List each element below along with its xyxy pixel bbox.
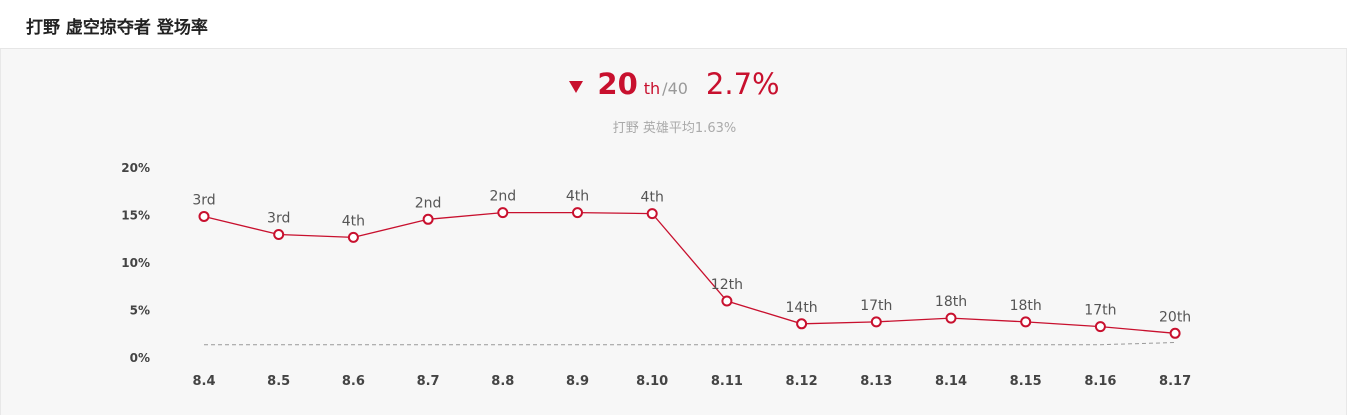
y-tick-label: 0% [130,351,150,365]
x-tick-label: 8.8 [491,374,514,389]
data-point [572,207,583,219]
x-tick-label: 8.4 [192,374,215,389]
x-tick-label: 8.5 [267,374,290,389]
x-tick-label: 8.10 [636,374,668,389]
rank-total: /40 [662,79,688,98]
x-tick-label: 8.11 [711,374,743,389]
data-label: 20th [1159,309,1191,325]
data-label: 2nd [415,195,442,211]
x-tick-label: 8.17 [1159,374,1191,389]
data-label: 17th [860,298,892,314]
average-line-series [204,342,1176,346]
x-tick-label: 8.9 [566,374,589,389]
panel-title: 打野 虚空掠夺者 登场率 [26,18,208,38]
pick-rate-line-series [203,211,1176,334]
pick-rate-value: 2.7% [705,67,780,101]
x-tick-label: 8.7 [417,374,440,389]
data-point [796,318,808,330]
data-point [945,312,957,324]
panel-header: 打野 虚空掠夺者 登场率 [0,0,1347,49]
y-tick-label: 20% [121,161,150,175]
data-point [273,229,285,240]
x-tick-label: 8.13 [860,374,892,389]
data-label: 4th [641,190,664,206]
rank-suffix: th [643,79,661,98]
x-tick-label: 8.14 [935,374,967,389]
data-point [870,316,882,328]
x-tick-label: 8.15 [1010,374,1042,389]
x-tick-label: 8.12 [786,374,818,389]
y-tick-label: 15% [121,209,150,223]
data-label: 18th [1010,298,1042,314]
y-tick-label: 5% [130,304,150,318]
data-point [646,208,658,220]
data-point [422,213,434,225]
average-subtitle: 打野 英雄平均1.63% [612,121,737,136]
data-point [1020,316,1032,328]
data-point [721,295,733,307]
data-label: 12th [711,277,743,293]
data-label: 3rd [192,192,215,208]
data-label: 2nd [489,189,516,205]
x-tick-label: 8.16 [1084,374,1116,389]
data-point [347,231,359,243]
data-label: 17th [1084,303,1116,319]
rank-summary: 20 th/40 2.7% [1,67,1347,107]
down-triangle-icon [569,80,584,93]
x-tick-label: 8.6 [342,374,365,389]
data-point [198,210,210,222]
data-label: 4th [566,189,589,205]
data-label: 4th [342,213,365,229]
y-tick-label: 10% [121,256,150,270]
data-label: 18th [935,294,967,310]
data-point [1094,321,1106,333]
rank-number: 20 [597,67,638,101]
data-label: 14th [786,300,818,316]
data-point [1169,327,1181,339]
data-label: 3rd [267,211,290,227]
data-point [497,207,509,219]
